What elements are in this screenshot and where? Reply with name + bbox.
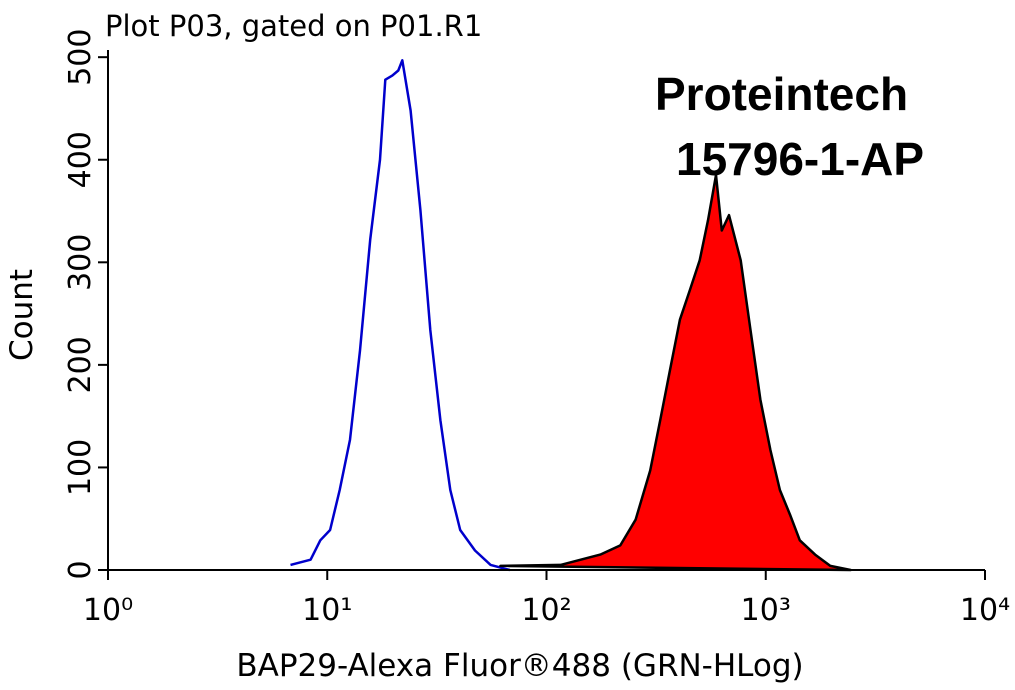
x-axis-label: BAP29-Alexa Fluor®488 (GRN-HLog) (236, 648, 803, 684)
x-tick-label: 10² (521, 593, 571, 628)
annotation: Proteintech (655, 68, 908, 120)
x-tick-label: 10⁰ (83, 593, 133, 628)
chart-title: Plot P03, gated on P01.R1 (105, 9, 482, 43)
x-tick-label: 10⁴ (960, 593, 1010, 628)
annotation: 15796-1-AP (676, 133, 924, 185)
x-tick-label: 10¹ (302, 593, 352, 628)
y-tick-label: 500 (63, 29, 98, 86)
y-tick-label: 200 (63, 336, 98, 393)
histogram-line (290, 59, 511, 572)
y-tick-label: 300 (63, 234, 98, 291)
y-tick-label: 100 (63, 439, 98, 496)
y-tick-label: 0 (63, 560, 98, 579)
x-tick-label: 10³ (741, 593, 791, 628)
histogram-area (499, 173, 852, 572)
y-tick-label: 400 (63, 131, 98, 188)
y-axis-label: Count (4, 269, 40, 361)
